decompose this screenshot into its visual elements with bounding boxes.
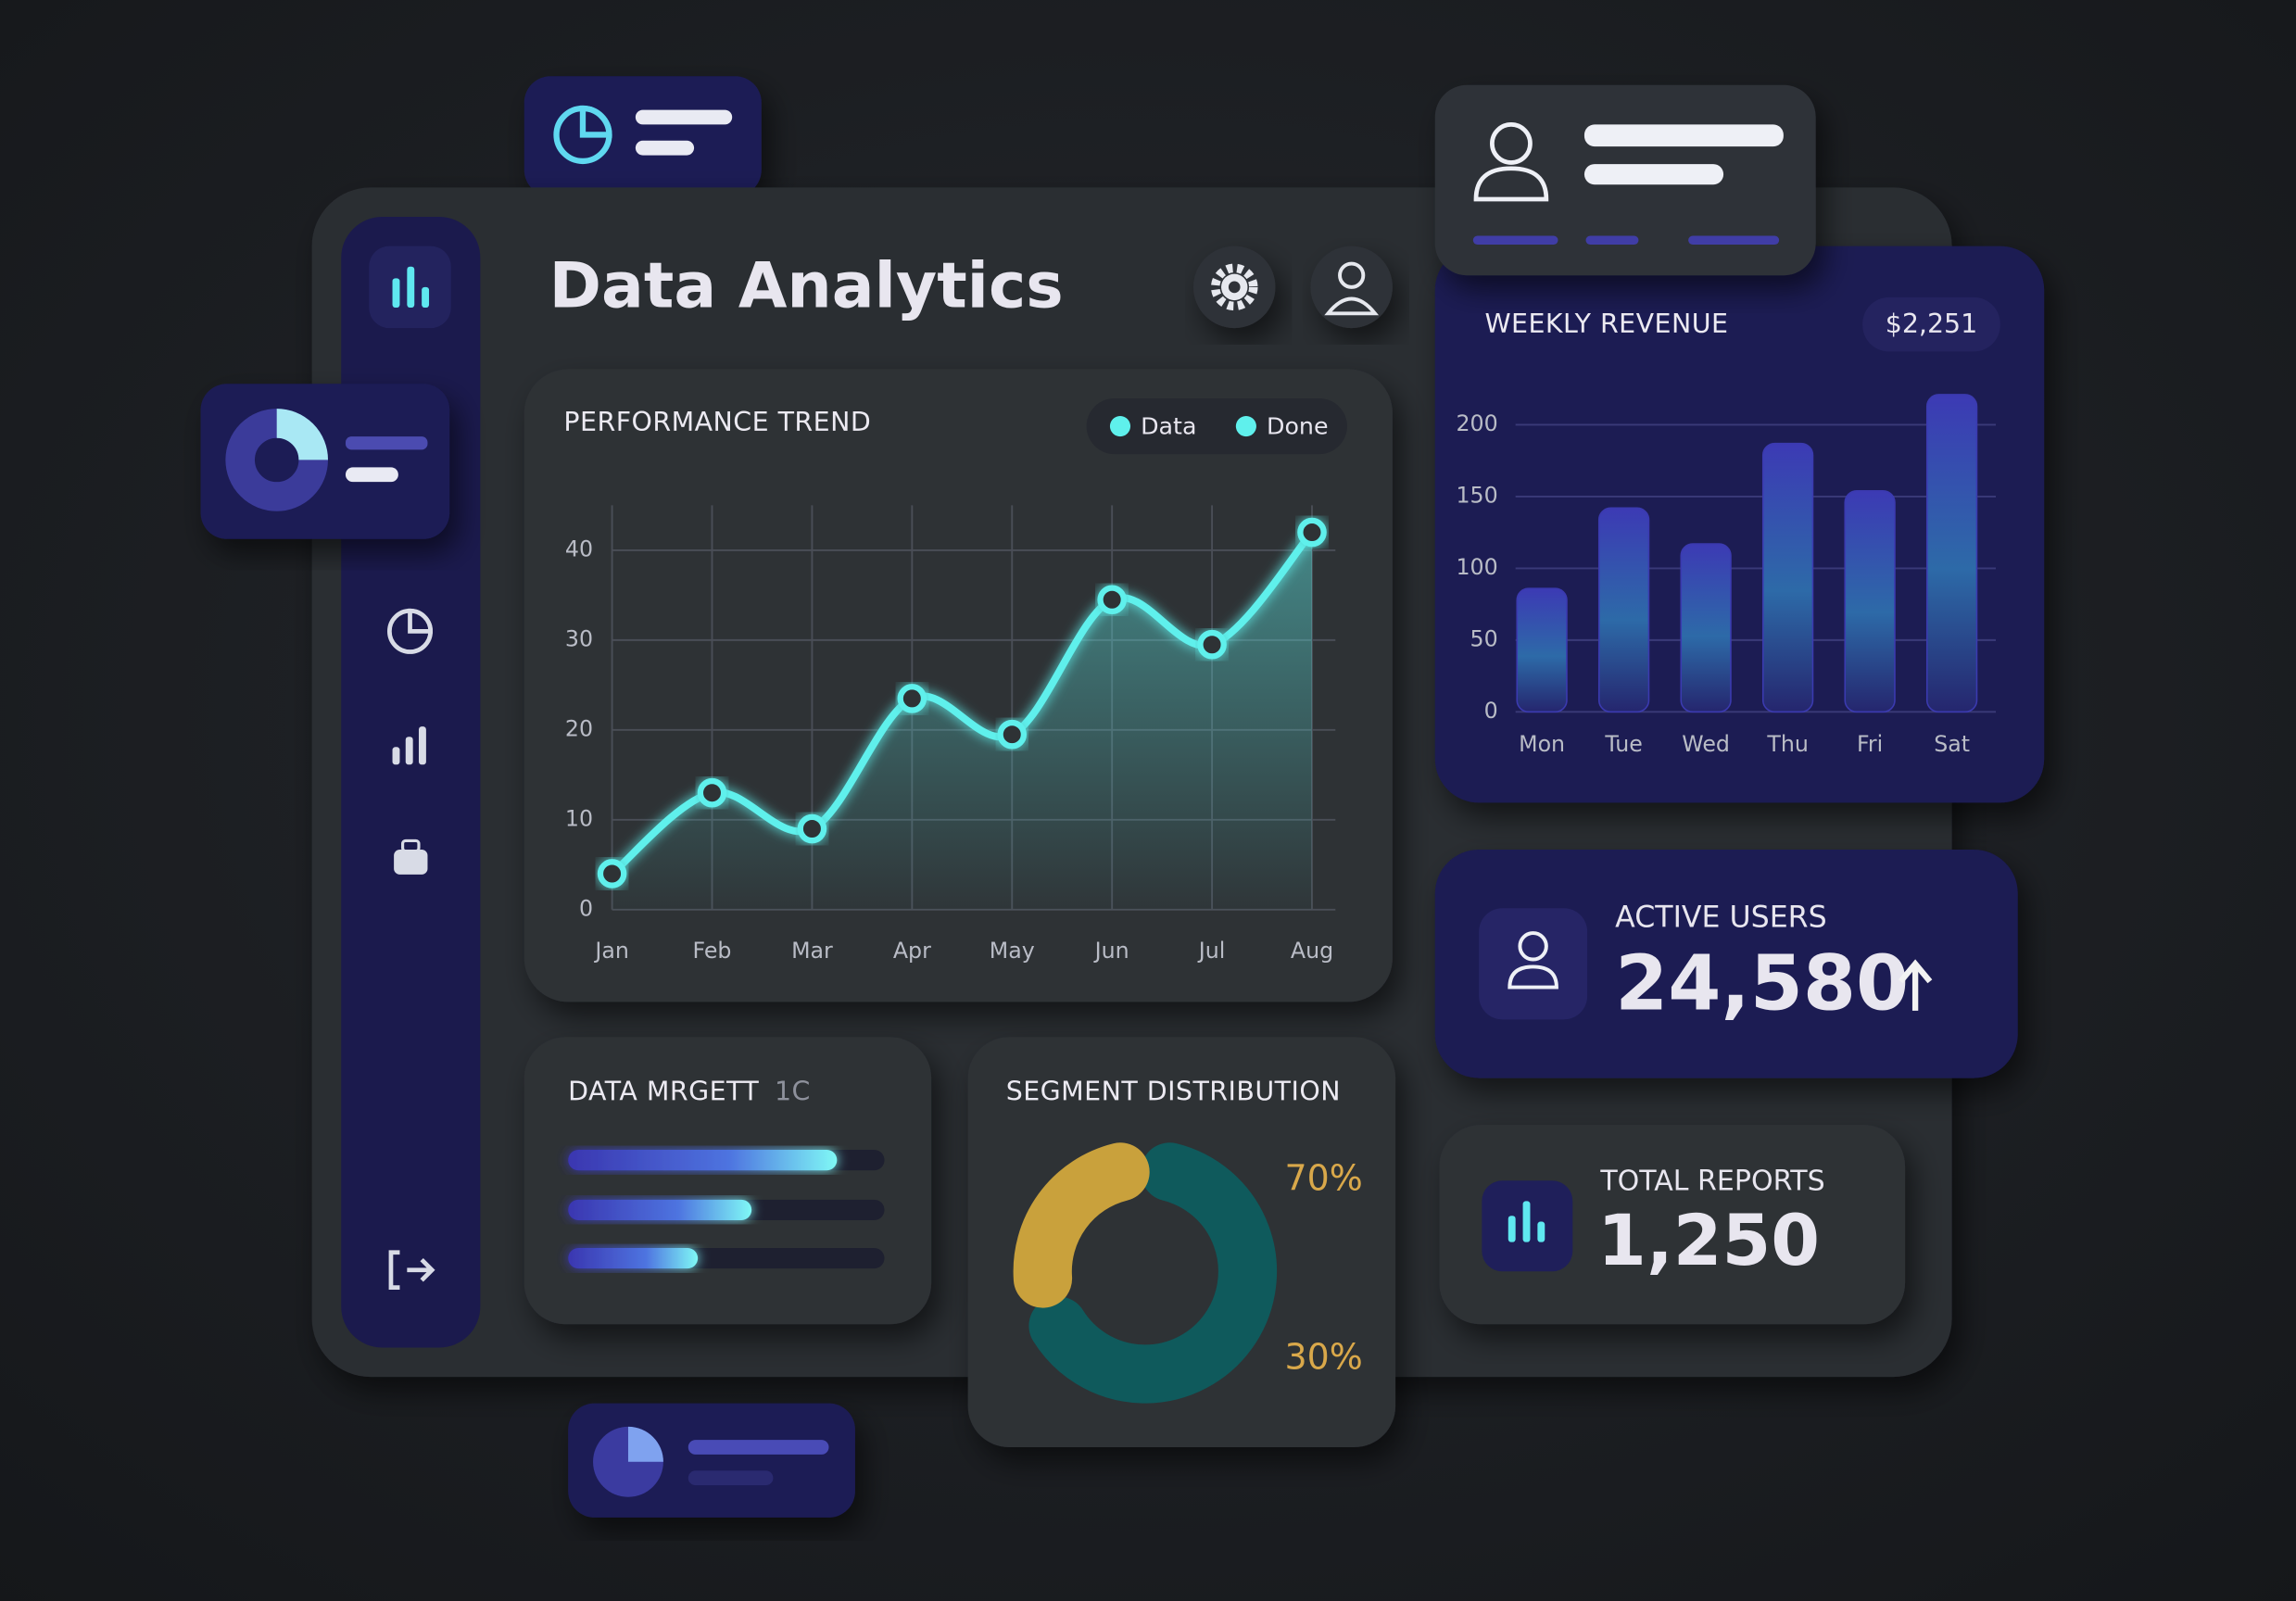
floating-card: [524, 76, 762, 196]
donut-segment: [1028, 1142, 1278, 1404]
x-tick-label: Wed: [1682, 731, 1730, 757]
y-tick-label: 30: [565, 625, 593, 651]
logout-icon[interactable]: [388, 1250, 435, 1291]
y-tick-label: 0: [579, 895, 593, 921]
x-tick-label: May: [990, 938, 1035, 964]
total-reports-card: [1439, 1125, 1906, 1325]
legend-label: Done: [1267, 413, 1329, 440]
y-tick-label: 50: [1470, 625, 1498, 651]
bar: [1516, 587, 1568, 713]
settings-button[interactable]: [1192, 246, 1276, 329]
x-tick-label: Tue: [1604, 731, 1642, 757]
point: [797, 813, 827, 844]
y-tick-label: 40: [565, 536, 593, 561]
legend-label: Data: [1141, 413, 1196, 440]
bar: [1761, 442, 1814, 713]
card-title: SEGMENT DISTRIBUTION: [1006, 1076, 1341, 1106]
sidebar-icon[interactable]: [394, 838, 428, 875]
x-tick-label: Aug: [1291, 938, 1333, 964]
sidebar-icon[interactable]: [392, 726, 426, 765]
legend-swatch: [1235, 415, 1256, 437]
x-tick-label: Sat: [1934, 731, 1970, 757]
total-badge: [1862, 296, 2000, 352]
stat-value: 24,580: [1615, 940, 1909, 1028]
y-tick-label: 150: [1456, 482, 1497, 508]
point: [897, 684, 927, 713]
data-label: 30%: [1285, 1337, 1363, 1378]
x-tick-label: Mar: [791, 938, 833, 964]
stat-label: TOTAL REPORTS: [1599, 1165, 1824, 1197]
y-tick-label: 20: [565, 715, 593, 741]
card-title: WEEKLY REVENUE: [1484, 309, 1728, 339]
y-tick-label: 10: [565, 805, 593, 831]
users-icon: [1479, 908, 1588, 1020]
x-tick-label: Fri: [1857, 731, 1883, 757]
trend-arrow: [1898, 959, 1933, 1011]
stat-label: ACTIVE USERS: [1615, 901, 1827, 934]
card-title: DATA MRGETT: [568, 1076, 759, 1106]
profile-button[interactable]: [1310, 246, 1393, 329]
x-tick-label: Thu: [1766, 731, 1808, 757]
legend-swatch: [1109, 415, 1131, 437]
sidebar-icon[interactable]: [369, 246, 451, 329]
progress-bar: [568, 1199, 752, 1220]
legend: [1086, 398, 1347, 455]
point: [1297, 517, 1327, 548]
charts: 0 10 20 30 40 Jan Feb Mar Apr May Jun Jul Aug 0 50 100 1…: [565, 394, 1997, 1404]
point: [597, 859, 627, 889]
x-tick-label: Feb: [693, 938, 732, 964]
floating-card: [200, 384, 450, 539]
bar: [1680, 543, 1732, 713]
profile-card: [1434, 84, 1816, 276]
point: [1097, 585, 1127, 615]
y-tick-label: 200: [1456, 410, 1497, 436]
point: [697, 777, 727, 808]
bar: [1597, 507, 1650, 713]
data-label: 70%: [1285, 1158, 1363, 1199]
bar: [1844, 489, 1896, 713]
total-value: $2,251: [1886, 309, 1977, 339]
floating-card: [568, 1403, 855, 1518]
donut-segment: [1013, 1142, 1150, 1308]
x-tick-label: Mon: [1519, 731, 1565, 757]
stat-value: 1,250: [1597, 1200, 1820, 1281]
x-tick-label: Jul: [1197, 938, 1226, 964]
x-tick-label: Jan: [593, 938, 629, 964]
page-title: Data Analytics: [549, 250, 1064, 323]
x-tick-label: Jun: [1093, 938, 1129, 964]
line: [610, 529, 1316, 877]
active-users-card: [1434, 849, 2018, 1078]
reports-icon: [1482, 1180, 1573, 1272]
sidebar-icon[interactable]: [387, 608, 433, 654]
point: [1197, 629, 1227, 660]
y-tick-label: 100: [1456, 554, 1497, 580]
card-subtitle: 1C: [775, 1076, 811, 1106]
y-tick-label: 0: [1484, 698, 1498, 724]
x-tick-label: Apr: [893, 938, 931, 964]
progress-bar: [568, 1247, 699, 1269]
bar: [1925, 394, 1978, 713]
card-title: PERFORMANCE TREND: [563, 407, 871, 437]
point: [997, 719, 1028, 750]
progress-bar: [568, 1150, 838, 1171]
